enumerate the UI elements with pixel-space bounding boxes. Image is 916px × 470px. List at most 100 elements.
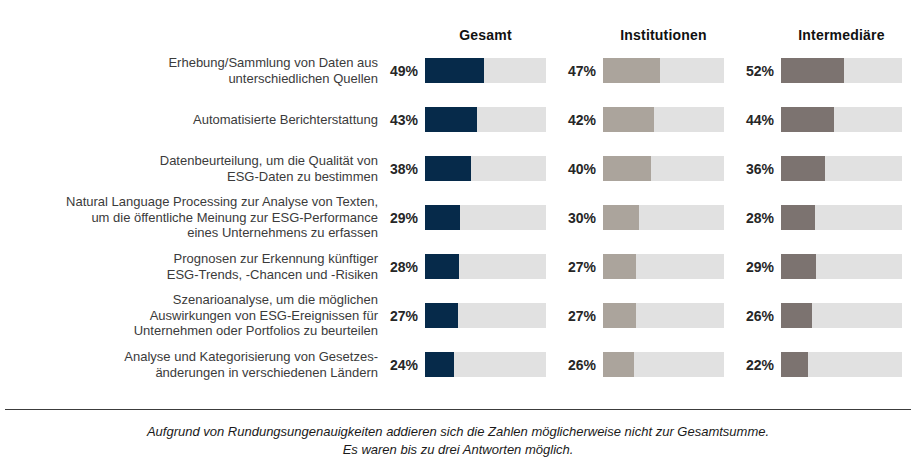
- category-label: Analyse und Kategorisierung von Gesetzes…: [0, 349, 378, 380]
- bar-group-intermediaere: 36%: [734, 156, 902, 181]
- bar-fill: [425, 107, 477, 132]
- bar-fill: [425, 58, 484, 83]
- bar-group-gesamt: 49%: [378, 58, 546, 83]
- value-label: 49%: [378, 63, 418, 79]
- bar-group-institutionen: 30%: [556, 205, 724, 230]
- category-label: Automatisierte Berichterstattung: [0, 112, 378, 128]
- bar-group-institutionen: 27%: [556, 303, 724, 328]
- bar-track: [603, 352, 724, 377]
- value-label: 47%: [556, 63, 596, 79]
- bar-fill: [425, 352, 454, 377]
- bar-group-intermediaere: 29%: [734, 254, 902, 279]
- value-label: 44%: [734, 112, 774, 128]
- bar-fill: [603, 58, 660, 83]
- chart: Gesamt Institutionen Intermediäre Erhebu…: [0, 0, 916, 470]
- bar-fill: [781, 205, 815, 230]
- bar-group-intermediaere: 44%: [734, 107, 902, 132]
- bar-fill: [781, 254, 816, 279]
- bar-track: [781, 205, 902, 230]
- value-label: 36%: [734, 161, 774, 177]
- bar-group-intermediaere: 26%: [734, 303, 902, 328]
- bar-group-institutionen: 40%: [556, 156, 724, 181]
- chart-row: Datenbeurteilung, um die Qualität vonESG…: [0, 144, 916, 193]
- bar-group-intermediaere: 52%: [734, 58, 902, 83]
- bar-fill: [603, 254, 636, 279]
- bar-track: [603, 156, 724, 181]
- bar-group-intermediaere: 28%: [734, 205, 902, 230]
- bar-fill: [781, 352, 808, 377]
- bar-fill: [603, 205, 639, 230]
- bar-fill: [781, 58, 844, 83]
- column-header-label: Intermediäre: [781, 27, 902, 43]
- value-label: 28%: [378, 259, 418, 275]
- chart-row: Natural Language Processing zur Analyse …: [0, 193, 916, 242]
- chart-row: Erhebung/Sammlung von Daten ausunterschi…: [0, 46, 916, 95]
- column-header-gesamt: Gesamt: [378, 27, 546, 43]
- category-label: Prognosen zur Erkennung künftigerESG-Tre…: [0, 251, 378, 282]
- bar-group-gesamt: 24%: [378, 352, 546, 377]
- bar-group-gesamt: 27%: [378, 303, 546, 328]
- footer-divider: [5, 409, 911, 410]
- bar-track: [781, 303, 902, 328]
- value-label: 28%: [734, 210, 774, 226]
- footnote-line-2: Es waren bis zu drei Antworten möglich.: [0, 441, 916, 459]
- value-label: 29%: [734, 259, 774, 275]
- value-label: 27%: [556, 259, 596, 275]
- value-label: 38%: [378, 161, 418, 177]
- bar-fill: [603, 352, 634, 377]
- bar-fill: [425, 205, 460, 230]
- value-label: 24%: [378, 357, 418, 373]
- bar-track: [781, 352, 902, 377]
- bar-track: [781, 107, 902, 132]
- chart-row: Analyse und Kategorisierung von Gesetzes…: [0, 340, 916, 389]
- chart-row: Szenarioanalyse, um die möglichenAuswirk…: [0, 291, 916, 340]
- value-label: 22%: [734, 357, 774, 373]
- bar-track: [603, 303, 724, 328]
- bar-track: [425, 303, 546, 328]
- bar-group-gesamt: 43%: [378, 107, 546, 132]
- bar-group-gesamt: 29%: [378, 205, 546, 230]
- bar-track: [425, 156, 546, 181]
- value-label: 29%: [378, 210, 418, 226]
- column-headers: Gesamt Institutionen Intermediäre: [0, 0, 916, 46]
- bar-group-institutionen: 47%: [556, 58, 724, 83]
- category-label: Natural Language Processing zur Analyse …: [0, 194, 378, 241]
- column-header-label: Gesamt: [425, 27, 546, 43]
- bar-fill: [781, 156, 825, 181]
- bar-fill: [781, 107, 834, 132]
- bar-group-institutionen: 27%: [556, 254, 724, 279]
- value-label: 27%: [556, 308, 596, 324]
- bar-group-institutionen: 26%: [556, 352, 724, 377]
- bar-group-intermediaere: 22%: [734, 352, 902, 377]
- bar-track: [603, 107, 724, 132]
- bar-group-gesamt: 28%: [378, 254, 546, 279]
- bar-track: [425, 107, 546, 132]
- chart-row: Automatisierte Berichterstattung43% 42% 44…: [0, 95, 916, 144]
- category-label: Erhebung/Sammlung von Daten ausunterschi…: [0, 55, 378, 86]
- bar-fill: [603, 303, 636, 328]
- value-label: 40%: [556, 161, 596, 177]
- column-header-institutionen: Institutionen: [556, 27, 724, 43]
- value-label: 26%: [556, 357, 596, 373]
- bar-track: [425, 254, 546, 279]
- bar-track: [603, 205, 724, 230]
- bar-track: [603, 254, 724, 279]
- column-header-intermediaere: Intermediäre: [734, 27, 902, 43]
- value-label: 26%: [734, 308, 774, 324]
- value-label: 43%: [378, 112, 418, 128]
- bar-fill: [425, 303, 458, 328]
- bar-fill: [603, 156, 651, 181]
- column-header-label: Institutionen: [603, 27, 724, 43]
- bar-track: [425, 58, 546, 83]
- bar-group-institutionen: 42%: [556, 107, 724, 132]
- value-label: 52%: [734, 63, 774, 79]
- bar-track: [781, 254, 902, 279]
- bar-track: [781, 156, 902, 181]
- value-label: 42%: [556, 112, 596, 128]
- value-label: 30%: [556, 210, 596, 226]
- value-label: 27%: [378, 308, 418, 324]
- bar-track: [425, 205, 546, 230]
- bar-track: [603, 58, 724, 83]
- category-label: Datenbeurteilung, um die Qualität vonESG…: [0, 153, 378, 184]
- footnote: Aufgrund von Rundungsungenauigkeiten add…: [0, 423, 916, 458]
